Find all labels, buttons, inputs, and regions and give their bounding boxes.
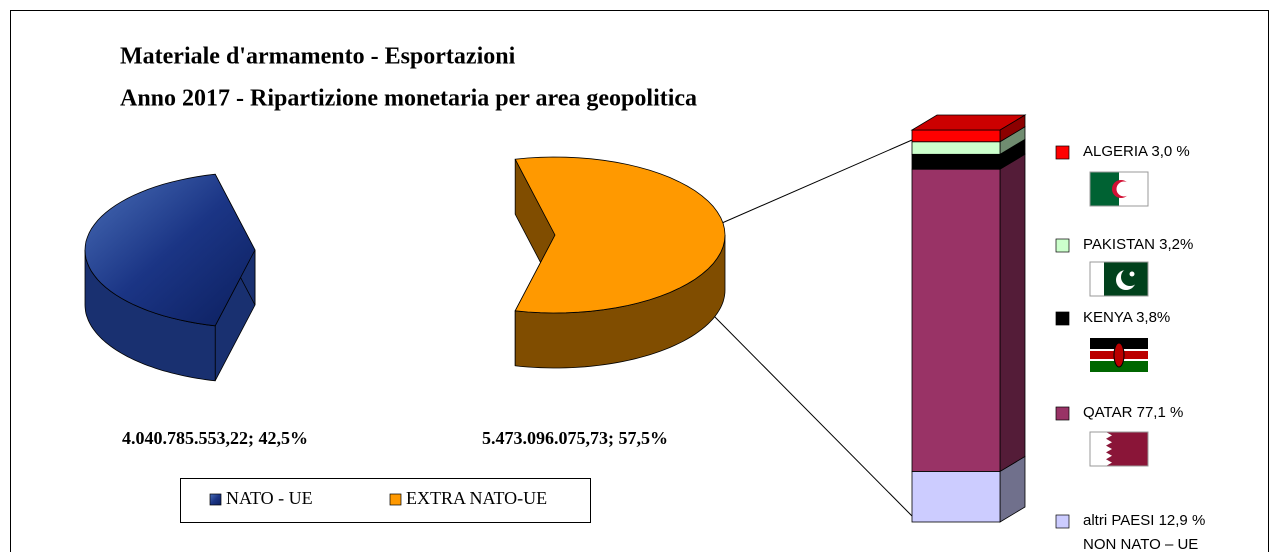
bar-top	[910, 114, 1027, 131]
pie-slice	[84, 173, 256, 327]
legend-box	[180, 478, 591, 523]
legend-swatch	[1055, 514, 1070, 529]
flag-algeria	[1089, 171, 1149, 207]
legend-label: EXTRA NATO-UE	[406, 488, 547, 508]
connector-line	[709, 311, 913, 517]
bar-segment	[911, 471, 1001, 523]
bar-segment	[911, 168, 1001, 472]
bar-segment	[911, 153, 1001, 170]
bar-side	[999, 153, 1026, 473]
legend-swatch	[1055, 406, 1070, 421]
legend-swatch	[389, 493, 402, 506]
legend-label: PAKISTAN 3,2%	[1083, 236, 1193, 253]
chart-title: Materiale d'armamento - Esportazioni	[120, 44, 516, 70]
legend-label: NATO - UE	[226, 488, 313, 508]
bar-segment	[911, 129, 1001, 143]
connector-line	[705, 139, 913, 231]
legend-swatch	[1055, 238, 1070, 253]
flag-qatar	[1089, 431, 1149, 467]
pie-slice	[514, 156, 726, 314]
legend-label: ALGERIA 3,0 %	[1083, 143, 1190, 160]
legend-swatch	[1055, 311, 1070, 326]
legend-label: KENYA 3,8%	[1083, 309, 1170, 326]
flag-pakistan	[1089, 261, 1149, 297]
legend-label: QATAR 77,1 %	[1083, 404, 1183, 421]
legend-swatch	[1055, 145, 1070, 160]
legend-label: altri PAESI 12,9 %	[1083, 512, 1205, 529]
flag-kenya	[1090, 338, 1148, 372]
legend-note: NON NATO – UE	[1083, 536, 1198, 552]
legend-swatch	[209, 493, 222, 506]
data-label: 4.040.785.553,22; 42,5%	[122, 428, 308, 448]
chart-subtitle: Anno 2017 - Ripartizione monetaria per a…	[120, 86, 697, 112]
bar-segment	[911, 141, 1001, 155]
data-label: 5.473.096.075,73; 57,5%	[482, 428, 668, 448]
